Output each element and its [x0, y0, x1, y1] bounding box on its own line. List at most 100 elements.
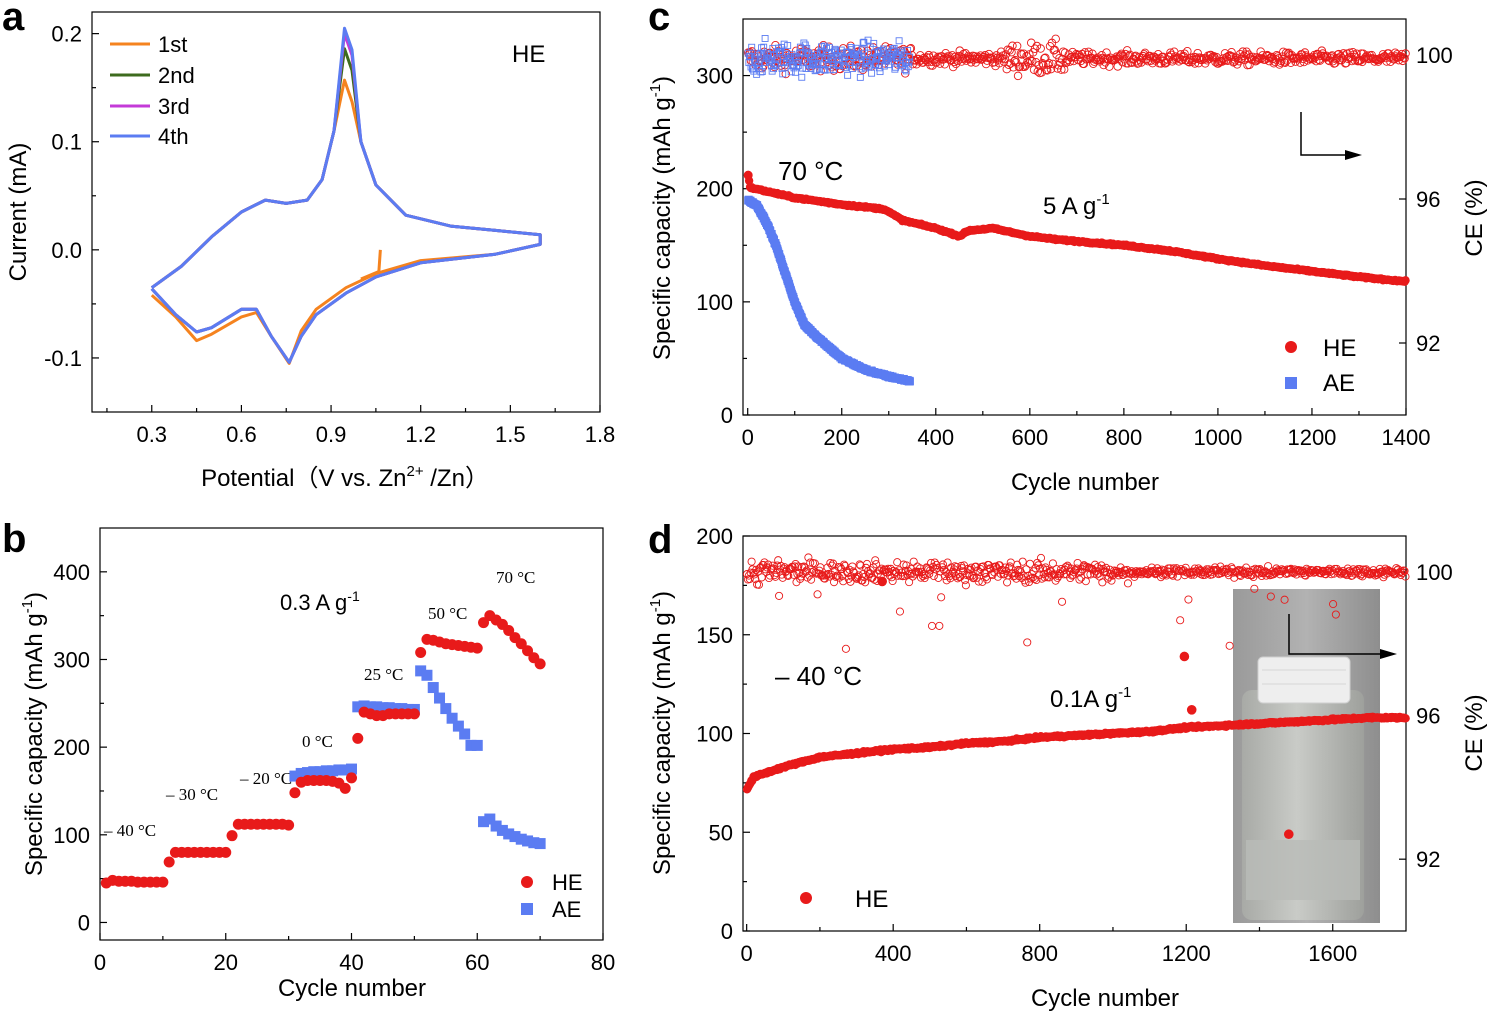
ae-ce-point	[746, 53, 754, 61]
he-ce-point	[1280, 58, 1290, 67]
ae-point	[327, 765, 339, 777]
he-ce-point	[1316, 51, 1326, 61]
he-ce-point	[1079, 59, 1089, 69]
he-ce-point	[1258, 51, 1267, 60]
he-ce-point	[840, 560, 849, 569]
x-tick-label: 1200	[1287, 425, 1336, 450]
he-ce-point	[995, 561, 1004, 570]
he-ce-point	[984, 560, 993, 570]
he-ce-point	[995, 59, 1004, 68]
he-point	[157, 876, 169, 888]
he-ce-point	[1122, 46, 1132, 55]
he-capacity-point	[743, 170, 753, 180]
he-capacity-point	[1401, 714, 1410, 723]
y2-tick-label: 92	[1416, 847, 1440, 872]
legend-label-1st: 1st	[158, 32, 187, 57]
ae-point	[346, 763, 357, 775]
he-ce-point	[925, 569, 934, 578]
he-point	[346, 772, 357, 784]
ae-ce-point	[794, 62, 802, 70]
he-ce-point	[1076, 567, 1085, 576]
he-ce-point	[1225, 641, 1234, 650]
ae-ce-point	[830, 66, 837, 74]
he-ce-point	[1046, 64, 1056, 74]
he-ce-point	[1024, 571, 1033, 580]
he-point	[522, 645, 534, 657]
he-ce-point	[909, 557, 918, 566]
panel-label-c: c	[648, 0, 670, 39]
x-tick-label: 0.3	[136, 422, 167, 447]
x-tick-label: 0	[742, 425, 754, 450]
he-ce-point	[1400, 54, 1409, 63]
ae-point	[358, 700, 370, 712]
he-ce-point	[1076, 56, 1086, 66]
y2-tick-label: 100	[1416, 560, 1453, 585]
ae-ce-point	[780, 40, 788, 48]
ae-point	[320, 765, 332, 777]
panel-c-current-label: 5 A g-1	[1043, 191, 1110, 220]
he-ce-point	[982, 575, 992, 584]
ae-ce-point	[875, 64, 883, 72]
ae-point	[509, 831, 521, 843]
ae-point	[333, 764, 345, 776]
he-ce-point	[943, 558, 952, 567]
ae-ce-point	[885, 61, 892, 69]
he-ce-point	[810, 559, 819, 568]
he-point	[515, 638, 527, 650]
he-ce-point	[791, 559, 800, 569]
panel-a: a 0.3 0.6 0.9 1.2 1.5 1.8 -0.1 0.0 0.1 0.2 Potent…	[2, 0, 615, 492]
ae-ce-point	[806, 54, 814, 62]
x-tick-label: 60	[465, 950, 489, 975]
he-ce-point	[960, 576, 970, 585]
he-ce-point	[1399, 53, 1408, 62]
panel-d-ticks: 0 400 800 1200 1600 0 50 100 150 200 92 96 100	[696, 524, 1452, 966]
he-ce-point	[1036, 564, 1045, 573]
ae-ce-point	[906, 53, 914, 61]
panel-d-ce-arrow	[1288, 614, 1387, 655]
y-tick-label: 400	[53, 560, 90, 585]
x-tick-label: 400	[917, 425, 954, 450]
he-ce-point	[1032, 575, 1041, 585]
ae-ce-point	[880, 62, 888, 70]
he-ce-point	[745, 574, 754, 584]
he-ce-point	[961, 581, 970, 590]
he-ce-point	[1057, 597, 1067, 606]
he-ce-point	[1331, 610, 1340, 619]
ae-ce-point	[820, 42, 828, 50]
ae-point	[515, 833, 527, 845]
cv-curve-2nd	[150, 47, 542, 364]
he-ce-point	[980, 51, 990, 60]
x-tick-label: 600	[1011, 425, 1048, 450]
panel-d: d 0 400 800 1200 1600 0	[647, 518, 1488, 1012]
ae-ce-point	[856, 73, 864, 81]
y-tick-label: 0.0	[51, 238, 82, 263]
legend-label-ae: AE	[1323, 370, 1355, 397]
panel-d-ce-arrowhead	[1380, 649, 1397, 659]
ae-ce-point	[824, 62, 832, 70]
legend-marker-ae	[521, 903, 533, 915]
ae-ce-point	[905, 58, 913, 66]
ae-ce-point	[857, 65, 865, 73]
he-ce-point	[1180, 49, 1189, 58]
he-ce-point	[1021, 578, 1030, 587]
ae-point	[415, 665, 427, 677]
he-ce-point	[1247, 571, 1256, 580]
he-ce-point	[1115, 52, 1124, 61]
temperature-label: – 40 °C	[103, 821, 156, 840]
x-tick-label: 0	[741, 941, 753, 966]
panel-a-frame	[91, 11, 601, 413]
ae-ce-point	[815, 53, 823, 61]
he-ce-point	[939, 565, 948, 574]
he-ce-point	[996, 47, 1006, 56]
ae-point	[301, 767, 313, 779]
he-ce-point	[1008, 41, 1017, 51]
ae-ce-point	[818, 47, 826, 55]
he-ce-point	[1093, 563, 1102, 572]
he-ce-point	[974, 577, 983, 586]
y-tick-label: 100	[696, 722, 733, 747]
he-ce-point	[809, 567, 818, 576]
he-ce-point	[1005, 562, 1014, 571]
he-point	[220, 846, 232, 858]
ae-point	[427, 682, 439, 694]
ae-ce-point	[890, 44, 898, 52]
